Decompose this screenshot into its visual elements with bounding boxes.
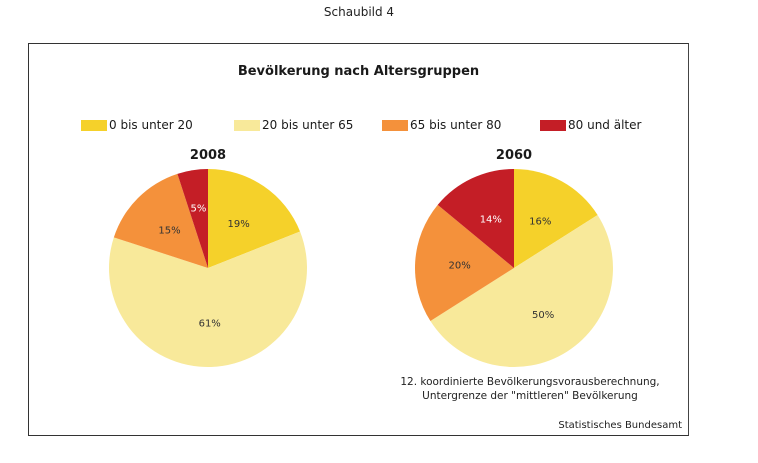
pie-charts: 19% 61% 15% 5% 16% 50% 20% 14% (108, 169, 613, 367)
pie-slice-2060-0 (514, 169, 598, 268)
legend-label: 65 bis unter 80 (410, 118, 502, 132)
pie-slice-2060-3 (437, 169, 514, 268)
chart-frame: Bevölkerung nach Altersgruppen 0 bis unt… (28, 43, 689, 436)
pie-label-2008-1: 61% (199, 318, 221, 329)
pie-label-2060-3: 14% (480, 215, 502, 226)
pie-title-2060: 2060 (495, 148, 533, 163)
legend-label: 80 und älter (568, 118, 642, 132)
chart-title: Bevölkerung nach Altersgruppen (237, 64, 480, 79)
source-label: Statistisches Bundesamt (558, 420, 682, 431)
pie-slice-2008-0 (208, 169, 301, 268)
pie-slice-2008-2 (113, 173, 208, 268)
legend-item-0-20: 0 bis unter 20 (81, 118, 193, 132)
pie-slice-2008-3 (177, 169, 208, 268)
legend-label: 20 bis unter 65 (262, 118, 354, 132)
pie-2008: 19% 61% 15% 5% (108, 169, 307, 367)
chart-note: 12. koordinierte Bevölkerungsvorausberec… (385, 375, 675, 403)
pie-label-2060-2: 20% (449, 261, 471, 272)
legend-swatch (81, 119, 107, 131)
legend-swatch (234, 119, 260, 131)
pie-label-2008-0: 19% (227, 219, 249, 230)
note-line-1: 12. koordinierte Bevölkerungsvorausberec… (400, 376, 660, 388)
figure-caption: Schaubild 4 (323, 5, 395, 19)
pie-slice-2060-2 (415, 204, 514, 322)
note-line-2: Untergrenze der "mittleren" Bevölkerung (422, 390, 638, 402)
legend-swatch (382, 119, 408, 131)
pie-label-2060-1: 50% (532, 310, 554, 321)
pie-label-2008-2: 15% (158, 225, 180, 236)
pie-2060: 16% 50% 20% 14% (415, 169, 613, 367)
pie-label-2060-0: 16% (529, 216, 551, 227)
legend-item-65-80: 65 bis unter 80 (382, 118, 501, 132)
pie-title-2008: 2008 (189, 148, 227, 163)
pie-label-2008-3: 5% (190, 203, 206, 214)
legend-label: 0 bis unter 20 (109, 118, 193, 132)
legend-swatch (540, 119, 566, 131)
legend-item-80-plus: 80 und älter (540, 118, 641, 132)
legend-item-20-65: 20 bis unter 65 (234, 118, 353, 132)
legend: 0 bis unter 20 20 bis unter 65 65 bis un… (29, 118, 688, 138)
pie-slice-2060-1 (430, 214, 613, 367)
pie-slice-2008-1 (108, 231, 307, 367)
